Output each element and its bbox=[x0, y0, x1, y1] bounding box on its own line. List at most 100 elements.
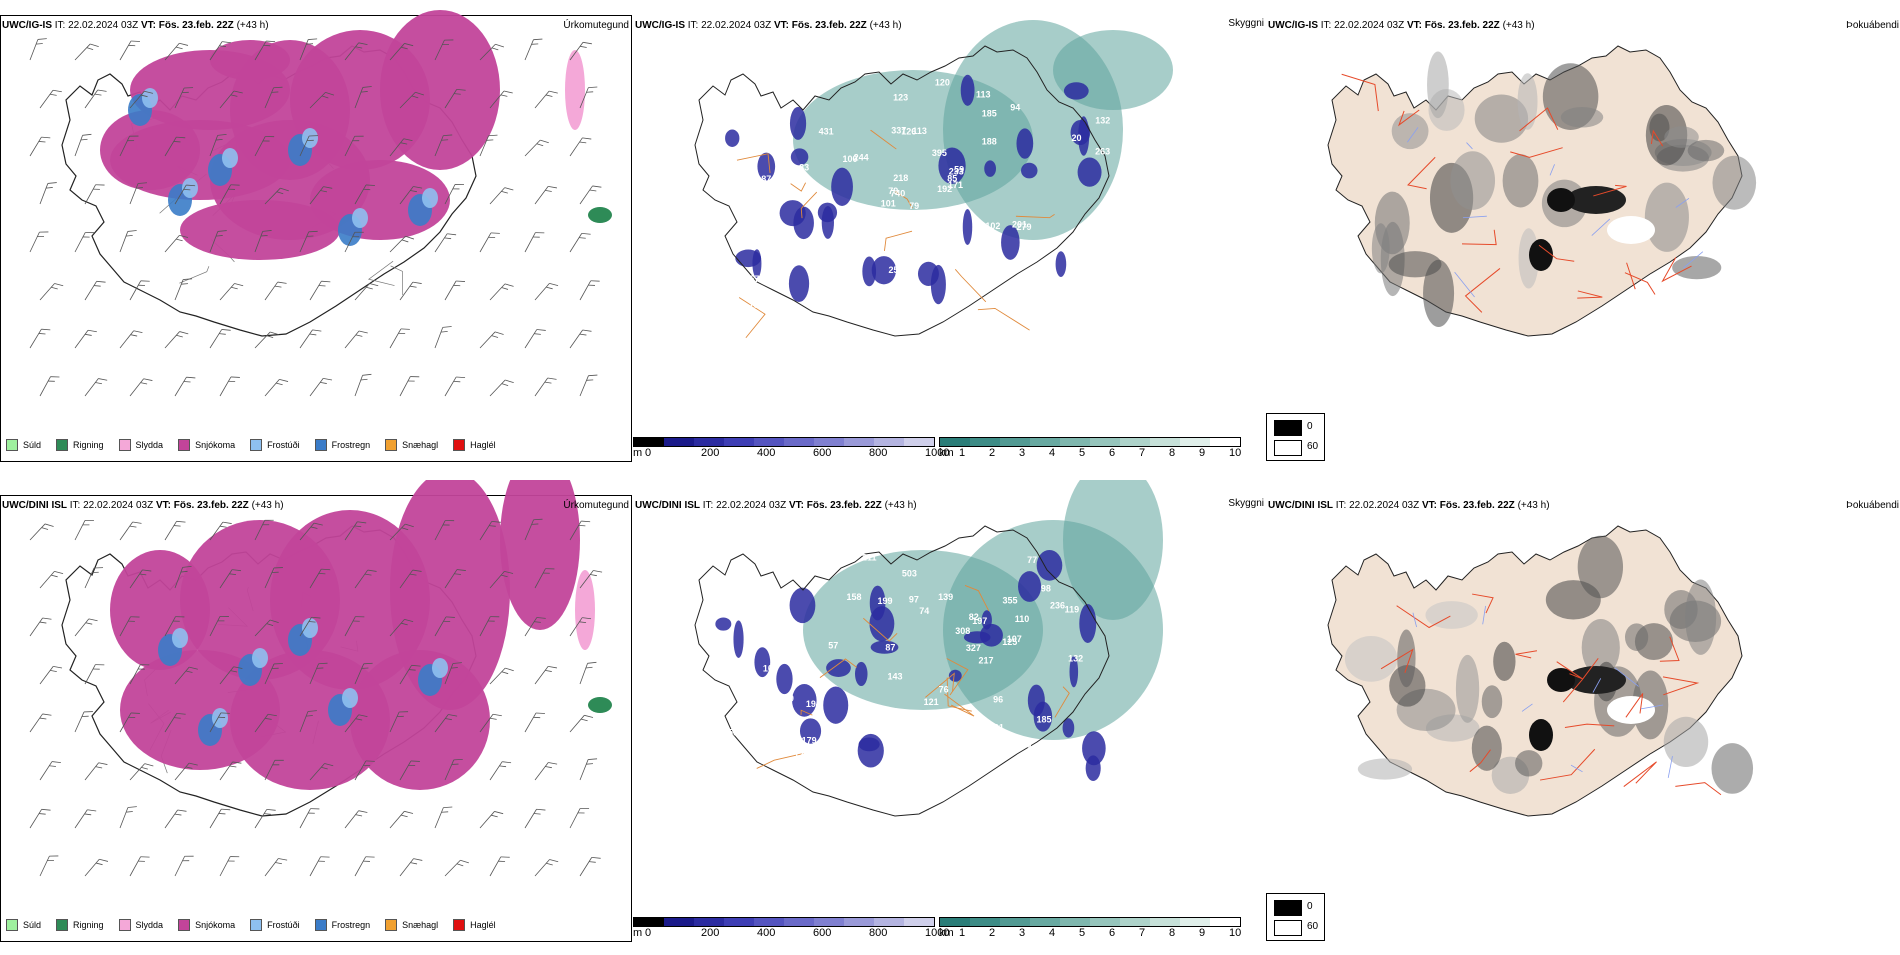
wind-barb bbox=[209, 230, 227, 253]
wind-barb bbox=[39, 855, 59, 877]
road-line bbox=[1519, 107, 1559, 132]
colorbar-tick-label: 0 bbox=[645, 447, 652, 459]
wind-barb bbox=[389, 43, 414, 61]
wind-barb bbox=[344, 330, 368, 349]
visibility-value-label: 101 bbox=[881, 199, 896, 209]
precip-type-panel: UWC/IG-IS IT: 22.02.2024 03Z VT: Fös. 23… bbox=[0, 0, 633, 475]
wind-barb bbox=[174, 278, 193, 301]
visibility-value-label: 110 bbox=[1015, 614, 1030, 624]
visibility-value-label: 355 bbox=[1003, 596, 1018, 606]
road-line bbox=[367, 260, 395, 286]
panel-title: Þokuábendi bbox=[1846, 20, 1899, 31]
road-line bbox=[1510, 147, 1563, 158]
wind-barb bbox=[524, 329, 546, 349]
wind-barb bbox=[74, 711, 93, 733]
cloud-base-area bbox=[869, 606, 895, 642]
visibility-value-label: 470 bbox=[759, 128, 774, 138]
wind-barb bbox=[74, 618, 98, 637]
visibility-value-label: 186 bbox=[783, 84, 798, 94]
wind-barb bbox=[29, 808, 51, 829]
wind-barb bbox=[39, 376, 60, 397]
valid-time-label: VT: bbox=[773, 20, 789, 31]
cloud-base-area bbox=[1021, 162, 1038, 179]
wind-barb bbox=[84, 378, 108, 397]
visibility-value-label: 87 bbox=[885, 643, 895, 653]
wind-barb bbox=[119, 521, 142, 541]
init-time: IT: 22.02.2024 03Z bbox=[69, 500, 154, 511]
wind-barb bbox=[534, 665, 558, 685]
legend-swatch bbox=[314, 919, 327, 931]
fog-indicator-area bbox=[1371, 223, 1390, 274]
wind-barb bbox=[309, 568, 331, 589]
visibility-value-label: 186 bbox=[757, 615, 772, 625]
fog-legend: 0 60 bbox=[1266, 413, 1325, 461]
lead-time: (+43 h) bbox=[236, 20, 269, 31]
colorbar-tick-label: 800 bbox=[869, 927, 888, 939]
fog-indicator-area bbox=[1502, 154, 1539, 208]
fog-layer bbox=[1327, 45, 1757, 337]
wind-barb bbox=[84, 89, 107, 109]
panel-title: Skyggni bbox=[1228, 18, 1264, 29]
colorbar-segment bbox=[784, 918, 814, 926]
wind-barb bbox=[434, 39, 454, 61]
cloud-base-area bbox=[1082, 731, 1106, 766]
wind-barb bbox=[129, 182, 147, 205]
fog-indicator-area bbox=[1687, 139, 1725, 162]
panel-header: UWC/IG-IS IT: 22.02.2024 03Z VT: Fös. 23… bbox=[2, 20, 269, 31]
wind-barb bbox=[309, 280, 331, 301]
river-line bbox=[1482, 605, 1486, 625]
cloud-base-area bbox=[962, 209, 973, 245]
fog-panel: UWC/IG-IS IT: 22.02.2024 03Z VT: Fös. 23… bbox=[1266, 0, 1899, 475]
wind-barb bbox=[29, 617, 52, 637]
visibility-value-label: 113 bbox=[725, 672, 740, 682]
wind-barb bbox=[209, 712, 230, 733]
colorbar-tick-label: 10 bbox=[1229, 447, 1242, 459]
colorbar-segment bbox=[940, 438, 970, 446]
freezing-drizzle-area bbox=[142, 88, 158, 108]
colorbar-segment bbox=[844, 438, 874, 446]
fog-legend-label: 0 bbox=[1307, 421, 1313, 432]
legend-swatch bbox=[385, 919, 398, 931]
wind-barb bbox=[479, 521, 501, 541]
road-line bbox=[1464, 268, 1501, 313]
legend-label: Slydda bbox=[135, 440, 164, 450]
legend-label: Snæhagl bbox=[402, 440, 439, 450]
wind-barb bbox=[254, 136, 275, 157]
wind-barb bbox=[489, 283, 514, 301]
colorbar-tick-label: 5 bbox=[1079, 447, 1086, 459]
colorbar-tick-label: 7 bbox=[1139, 927, 1146, 939]
wind-barb bbox=[84, 567, 104, 589]
wind-barb bbox=[119, 230, 137, 253]
wind-barb bbox=[74, 329, 97, 349]
wind-barb bbox=[444, 662, 462, 685]
visibility-value-label: 85 bbox=[947, 173, 957, 183]
visibility-value-label: 596 bbox=[728, 727, 743, 737]
fog-indicator-area bbox=[1566, 186, 1626, 214]
wind-barb bbox=[489, 187, 514, 205]
wind-barb bbox=[174, 666, 198, 685]
wind-barb bbox=[399, 664, 421, 685]
colorbar-segment bbox=[874, 438, 904, 446]
legend-swatch bbox=[56, 439, 69, 451]
fog-legend-label: 0 bbox=[1307, 901, 1313, 912]
snowfall-area bbox=[100, 110, 200, 190]
colorbar-tick-label: 200 bbox=[701, 447, 720, 459]
snowfall-area bbox=[180, 200, 340, 260]
road-line bbox=[1398, 109, 1420, 127]
wind-barb bbox=[354, 86, 372, 109]
visibility-value-label: 106 bbox=[763, 663, 778, 673]
visibility-value-label: 308 bbox=[955, 626, 970, 636]
wind-barb bbox=[489, 856, 510, 877]
panel-title: Þokuábendi bbox=[1846, 500, 1899, 511]
visibility-value-label: 157 bbox=[744, 274, 759, 284]
wind-barb bbox=[579, 86, 598, 109]
visibility-value-label: 131 bbox=[763, 254, 778, 264]
legend-swatch bbox=[178, 439, 191, 451]
visibility-value-label: 127 bbox=[732, 167, 747, 177]
wind-barb bbox=[219, 569, 242, 589]
visibility-value-label: 211 bbox=[862, 552, 877, 562]
fog-indicator-area bbox=[1547, 188, 1575, 212]
wind-barb bbox=[209, 615, 229, 637]
river-line bbox=[1667, 756, 1673, 778]
cloud-base-area bbox=[862, 256, 877, 287]
